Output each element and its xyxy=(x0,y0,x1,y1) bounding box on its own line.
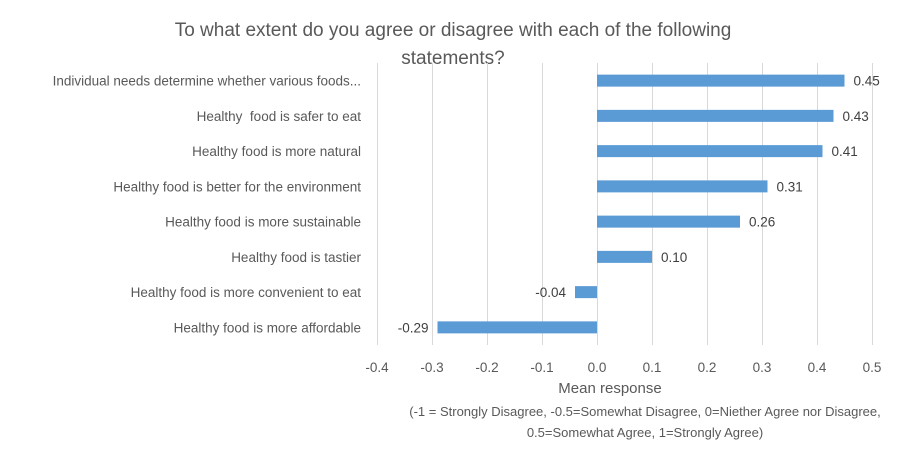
bar xyxy=(597,215,740,228)
bar xyxy=(597,145,823,158)
category-label: Healthy food is safer to eat xyxy=(197,109,362,124)
category-labels: Individual needs determine whether vario… xyxy=(53,74,362,336)
x-tick-label: 0.2 xyxy=(698,360,717,375)
x-tick-label: 0.4 xyxy=(808,360,827,375)
bars xyxy=(437,74,845,334)
x-tick-label: -0.1 xyxy=(530,360,553,375)
data-labels: 0.45 0.43 0.41 0.31 0.26 0.10 -0.04 -0.29 xyxy=(398,74,880,336)
category-label: Healthy food is more sustainable xyxy=(165,215,361,230)
category-label: Healthy food is more affordable xyxy=(174,320,361,335)
x-tick-label: 0.5 xyxy=(863,360,882,375)
category-label: Healthy food is better for the environme… xyxy=(113,179,361,194)
x-tick-label: 0.3 xyxy=(753,360,772,375)
bar xyxy=(597,250,652,263)
data-label: -0.29 xyxy=(398,320,429,335)
data-label: 0.31 xyxy=(777,179,803,194)
x-tick-label: -0.3 xyxy=(420,360,443,375)
data-label: 0.43 xyxy=(843,109,869,124)
bar xyxy=(575,286,597,299)
x-axis-note-line-1: (-1 = Strongly Disagree, -0.5=Somewhat D… xyxy=(409,404,881,419)
x-tick-label: 0.1 xyxy=(643,360,662,375)
x-tick-label: -0.4 xyxy=(365,360,389,375)
data-label: 0.10 xyxy=(661,250,687,265)
gridlines xyxy=(377,63,873,345)
x-tick-labels: -0.4 -0.3 -0.2 -0.1 0.0 0.1 0.2 0.3 0.4 0.5 xyxy=(365,360,881,375)
x-tick-label: 0.0 xyxy=(588,360,607,375)
bar xyxy=(437,321,597,334)
data-label: 0.26 xyxy=(749,215,775,230)
bar xyxy=(597,180,768,193)
data-label: 0.45 xyxy=(854,74,880,89)
x-tick-label: -0.2 xyxy=(475,360,498,375)
chart-title-line-2: statements? xyxy=(401,48,505,69)
bar xyxy=(597,74,845,87)
x-axis-note-line-2: 0.5=Somewhat Agree, 1=Strongly Agree) xyxy=(527,425,763,440)
x-axis-title: Mean response xyxy=(558,380,661,397)
data-label: 0.41 xyxy=(832,144,858,159)
category-label: Healthy food is more convenient to eat xyxy=(131,285,362,300)
category-label: Healthy food is tastier xyxy=(231,250,361,265)
category-label: Individual needs determine whether vario… xyxy=(53,74,361,89)
data-label: -0.04 xyxy=(535,285,566,300)
chart-title: To what extent do you agree or disagree … xyxy=(175,20,732,69)
chart-title-line-1: To what extent do you agree or disagree … xyxy=(175,20,732,41)
bar xyxy=(597,109,834,122)
category-label: Healthy food is more natural xyxy=(192,144,361,159)
